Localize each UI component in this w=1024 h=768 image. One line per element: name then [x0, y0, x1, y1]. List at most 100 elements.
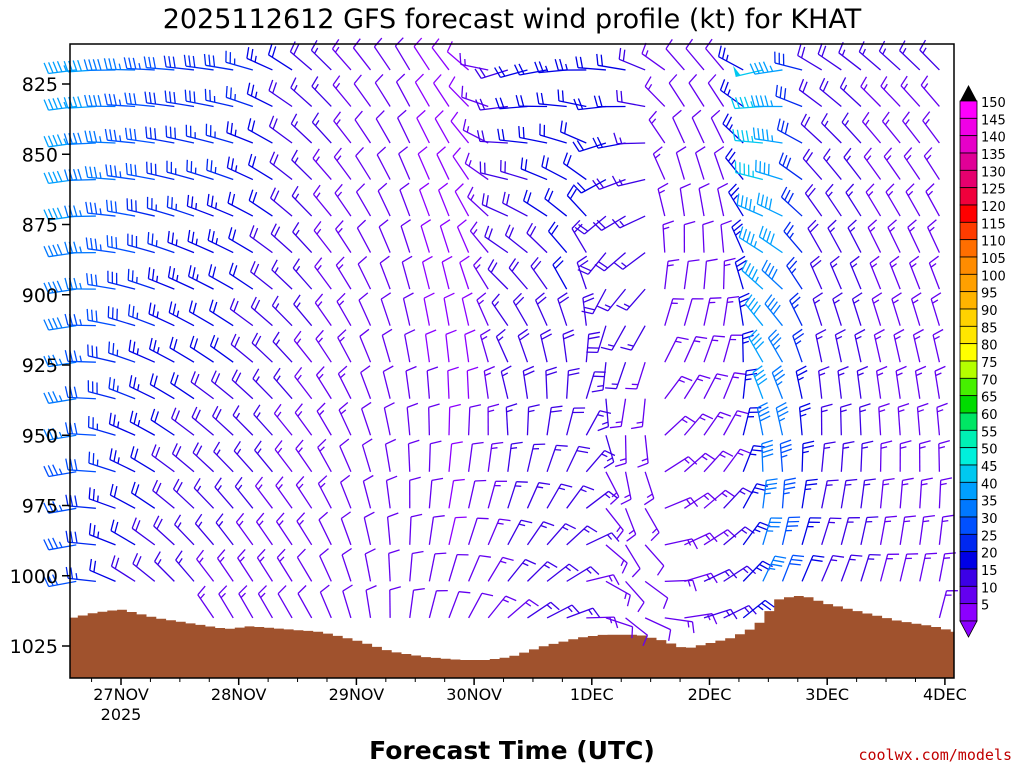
- x-tick-label: 30NOV: [446, 685, 502, 704]
- wind-barb: [277, 585, 293, 619]
- barb-flag: [56, 60, 63, 73]
- barb-staff: [487, 518, 500, 546]
- barb-half-flag: [742, 568, 749, 574]
- barb-flag: [491, 293, 500, 304]
- wind-barb: [238, 585, 254, 619]
- barb-staff: [335, 228, 352, 253]
- barb-half-flag: [932, 299, 939, 304]
- wind-barb: [218, 585, 234, 619]
- barb-flag: [250, 296, 257, 308]
- barb-flag: [77, 96, 83, 108]
- barb-staff: [644, 580, 669, 599]
- barb-flag: [228, 262, 234, 274]
- barb-staff: [107, 245, 136, 254]
- wind-barb: [291, 149, 313, 181]
- barb-staff: [146, 67, 175, 71]
- barb-flag: [616, 304, 627, 311]
- barb-half-flag: [238, 520, 244, 527]
- barb-flag: [378, 219, 389, 228]
- barb-staff: [295, 448, 313, 473]
- barb-flag: [764, 262, 772, 274]
- wind-barb: [273, 403, 293, 436]
- barb-flag: [132, 377, 137, 389]
- wind-barb: [859, 403, 871, 436]
- wind-barb: [275, 512, 293, 546]
- barb-flag: [92, 59, 98, 71]
- barb-half-flag: [887, 190, 894, 197]
- chart-title: 2025112612 GFS forecast wind profile (kt…: [163, 4, 862, 35]
- barb-half-flag: [314, 120, 320, 126]
- wind-barb: [291, 185, 313, 217]
- barb-flag: [277, 585, 287, 595]
- barb-staff: [779, 443, 784, 472]
- barb-flag: [866, 516, 879, 519]
- barb-flag: [130, 481, 136, 494]
- barb-staff: [759, 236, 783, 254]
- barb-staff: [211, 380, 234, 400]
- barb-half-flag: [175, 239, 178, 246]
- barb-half-flag: [795, 340, 802, 345]
- wind-barb: [225, 85, 254, 108]
- wind-barb: [212, 405, 234, 436]
- barb-half-flag: [298, 519, 304, 526]
- wind-barb: [643, 471, 655, 506]
- wind-barb: [545, 366, 558, 399]
- barb-staff: [781, 555, 794, 582]
- barb-flag: [566, 185, 574, 196]
- barb-flag: [43, 245, 50, 257]
- barb-staff: [648, 119, 666, 144]
- wind-barb: [246, 82, 273, 108]
- barb-staff: [428, 480, 433, 509]
- barb-half-flag: [857, 372, 864, 376]
- wind-barb: [600, 325, 627, 351]
- wind-barb: [395, 73, 411, 107]
- barb-flag: [721, 47, 726, 59]
- barb-staff: [722, 335, 732, 363]
- wind-barb: [295, 439, 313, 473]
- barb-staff: [339, 482, 352, 509]
- barb-staff: [342, 590, 352, 619]
- barb-flag: [744, 197, 748, 209]
- wind-barb: [205, 123, 234, 144]
- barb-flag: [97, 59, 102, 71]
- barb-staff: [67, 360, 96, 363]
- barb-staff: [150, 419, 175, 436]
- barb-flag: [365, 585, 377, 591]
- x-tick-label: 2DEC: [688, 685, 732, 704]
- legend-swatch: [959, 360, 978, 379]
- barb-staff: [920, 84, 940, 107]
- barb-staff: [605, 544, 628, 564]
- barb-flag: [335, 220, 344, 230]
- barb-flag: [861, 440, 874, 445]
- barb-half-flag: [752, 490, 759, 494]
- barb-flag: [804, 183, 814, 194]
- barb-flag: [789, 292, 799, 302]
- barb-staff: [166, 66, 195, 71]
- barb-staff: [821, 555, 834, 582]
- barb-staff: [675, 152, 686, 180]
- barb-staff: [206, 169, 234, 181]
- barb-staff: [480, 172, 508, 181]
- wind-barb: [379, 255, 391, 290]
- barb-staff: [355, 191, 372, 217]
- legend-swatch: [959, 187, 978, 206]
- wind-barb: [664, 375, 693, 400]
- wind-barb: [899, 515, 916, 545]
- barb-staff: [713, 152, 725, 180]
- barb-flag: [334, 183, 343, 194]
- wind-barb: [761, 439, 774, 472]
- wind-barb: [541, 155, 567, 181]
- barb-staff: [838, 52, 862, 71]
- barb-flag: [153, 515, 160, 527]
- barb-half-flag: [293, 121, 299, 128]
- barb-staff: [507, 519, 522, 546]
- barb-flag: [231, 229, 237, 241]
- barb-half-flag: [79, 355, 83, 362]
- barb-flag: [171, 197, 173, 209]
- wind-barb: [899, 477, 914, 509]
- wind-barb: [644, 544, 665, 576]
- barb-staff: [400, 225, 411, 253]
- barb-half-flag: [701, 455, 708, 461]
- wind-barb: [311, 76, 332, 107]
- barb-staff: [107, 210, 136, 217]
